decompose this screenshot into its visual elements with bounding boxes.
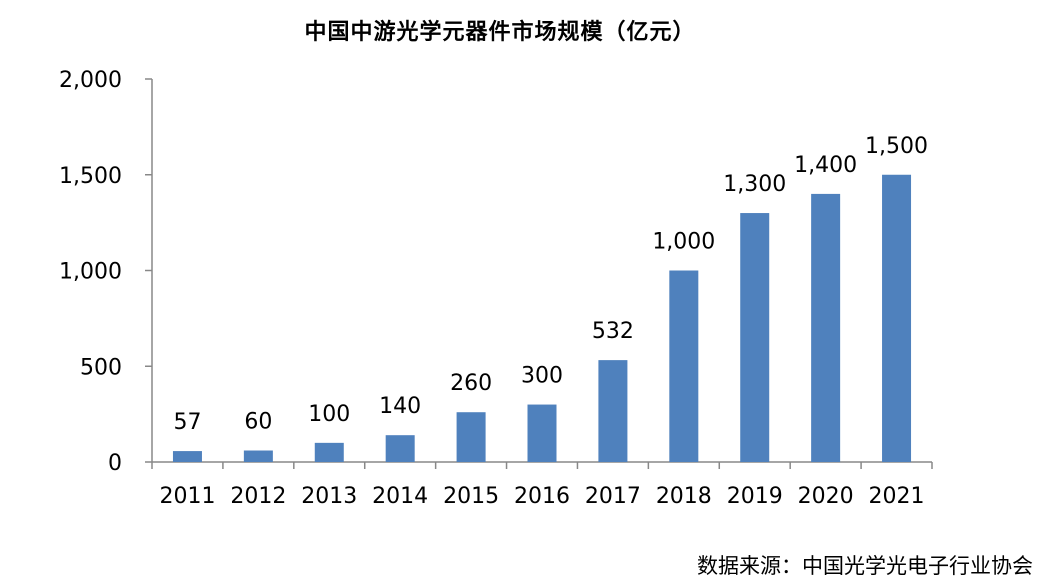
bar [598,360,628,462]
bar-value-label: 260 [450,371,492,396]
y-tick-label: 1,500 [59,164,122,189]
bar-value-label: 1,300 [723,172,786,197]
bar [669,270,699,462]
x-tick-label: 2015 [443,484,499,509]
source-note: 数据来源：中国光学光电子行业协会 [697,554,1033,578]
x-tick-label: 2012 [230,484,286,509]
bar-value-label: 1,000 [652,230,715,255]
x-tick-label: 2014 [372,484,428,509]
bar-value-label: 532 [592,319,634,344]
bar [314,442,344,462]
bar [882,174,912,462]
bar-value-label: 1,400 [794,153,857,178]
y-tick-label: 1,000 [59,260,122,285]
bar [527,404,557,462]
x-tick-label: 2011 [159,484,215,509]
bar-value-label: 57 [173,410,201,435]
bar [740,213,770,462]
bar [811,193,841,462]
x-tick-label: 2020 [798,484,854,509]
bar-value-label: 1,500 [865,134,928,159]
bar [385,435,415,462]
x-tick-label: 2018 [656,484,712,509]
bar-value-label: 300 [521,364,563,389]
x-tick-label: 2013 [301,484,357,509]
bar [172,451,202,462]
x-tick-label: 2017 [585,484,641,509]
y-tick-label: 500 [80,355,122,380]
bar [456,412,486,462]
x-tick-label: 2019 [727,484,783,509]
bar-value-label: 140 [379,394,421,419]
y-tick-label: 0 [108,451,122,476]
x-tick-label: 2016 [514,484,570,509]
chart-title: 中国中游光学元器件市场规模（亿元） [304,19,696,45]
y-tick-label: 2,000 [59,68,122,93]
bar-value-label: 100 [308,402,350,427]
bar [243,450,273,462]
x-tick-label: 2021 [869,484,925,509]
bar-value-label: 60 [244,410,272,435]
